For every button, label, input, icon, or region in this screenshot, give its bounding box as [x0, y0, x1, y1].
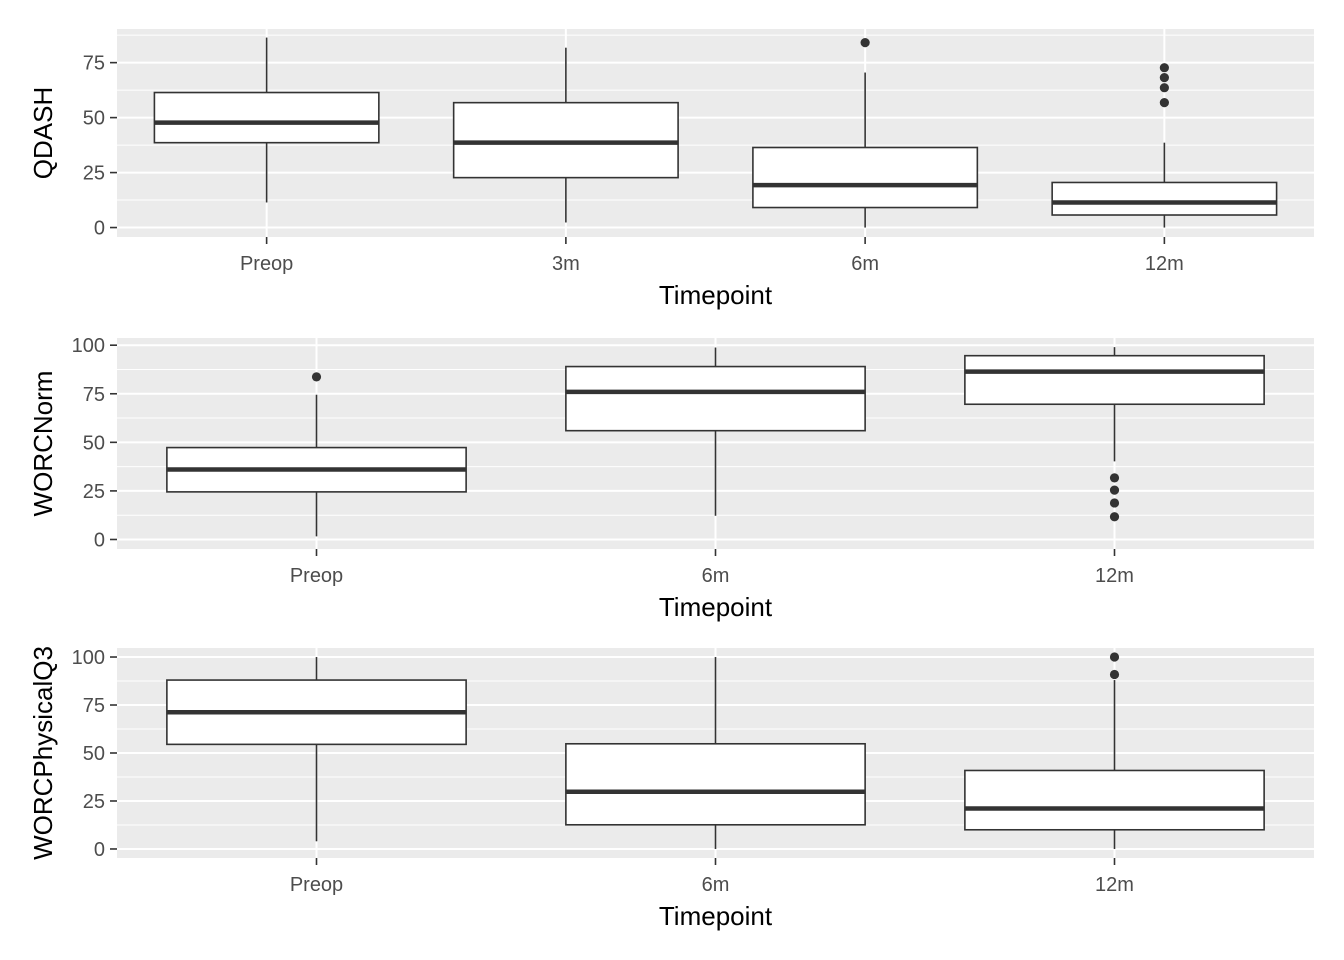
x-tick-label: Preop — [290, 874, 343, 896]
interquartile-box — [964, 354, 1265, 406]
outlier-point — [1159, 98, 1169, 108]
y-tick-label: 25 — [83, 163, 105, 185]
box-6m — [565, 347, 866, 516]
y-axis-title: WORCPhysicalQ3 — [28, 646, 58, 860]
box-12m — [1051, 63, 1278, 228]
outlier-point — [1159, 63, 1169, 73]
x-tick-label: Preop — [240, 253, 293, 275]
y-tick-label: 0 — [94, 839, 105, 861]
interquartile-box — [452, 101, 679, 179]
x-tick-label: 12m — [1095, 874, 1134, 896]
interquartile-box — [752, 146, 979, 209]
box-Preop — [166, 657, 467, 842]
interquartile-box — [565, 742, 866, 826]
box-Preop — [153, 37, 380, 203]
y-axis-title: WORCNorm — [28, 371, 58, 517]
x-axis-title: Timepoint — [659, 592, 773, 622]
y-tick-label: 50 — [83, 108, 105, 130]
y-tick-label: 50 — [83, 432, 105, 454]
outlier-point — [1109, 652, 1120, 662]
outlier-point — [1109, 498, 1120, 508]
y-axis-title: QDASH — [28, 87, 58, 179]
y-tick-label: 0 — [94, 218, 105, 240]
interquartile-box — [964, 769, 1265, 831]
outlier-point — [1109, 485, 1120, 495]
x-tick-label: Preop — [290, 565, 343, 587]
box-12m — [964, 347, 1265, 522]
box-12m — [964, 652, 1265, 849]
panel-2: 0 25 50 75 100 Preop 6m 12m Timepoint WORCNorm — [28, 335, 1314, 622]
x-tick-label: 6m — [851, 253, 879, 275]
y-tick-label: 75 — [83, 53, 105, 75]
interquartile-box — [153, 91, 380, 144]
outlier-point — [311, 372, 322, 382]
y-tick-label: 100 — [72, 335, 105, 357]
interquartile-box — [565, 365, 866, 432]
box-3m — [452, 47, 679, 223]
x-axis-title: Timepoint — [659, 901, 773, 931]
box-Preop — [166, 372, 467, 537]
x-tick-label: 3m — [552, 253, 580, 275]
outlier-point — [1159, 83, 1169, 93]
y-tick-label: 50 — [83, 743, 105, 765]
y-tick-label: 0 — [94, 529, 105, 551]
outlier-point — [1109, 473, 1120, 483]
x-tick-label: 6m — [702, 565, 730, 587]
x-tick-label: 12m — [1145, 253, 1184, 275]
y-tick-label: 25 — [83, 481, 105, 503]
interquartile-box — [1051, 181, 1278, 216]
y-tick-label: 75 — [83, 695, 105, 717]
panel-3: 0 25 50 75 100 Preop 6m 12m Timepoint WORCPhysica… — [28, 646, 1314, 931]
x-axis-title: Timepoint — [659, 280, 773, 310]
y-tick-label: 100 — [72, 647, 105, 669]
outlier-point — [1159, 72, 1169, 83]
panel-1: 0 25 50 75 Preop 3m 6m 12m Timepoint QDASH — [28, 29, 1314, 310]
outlier-point — [1109, 669, 1120, 680]
box-6m — [565, 657, 866, 849]
outlier-point — [1109, 512, 1120, 522]
x-tick-label: 6m — [702, 874, 730, 896]
outlier-point — [860, 38, 870, 48]
x-tick-label: 12m — [1095, 565, 1134, 587]
y-tick-label: 75 — [83, 384, 105, 406]
y-tick-label: 25 — [83, 791, 105, 813]
box-6m — [752, 38, 979, 228]
